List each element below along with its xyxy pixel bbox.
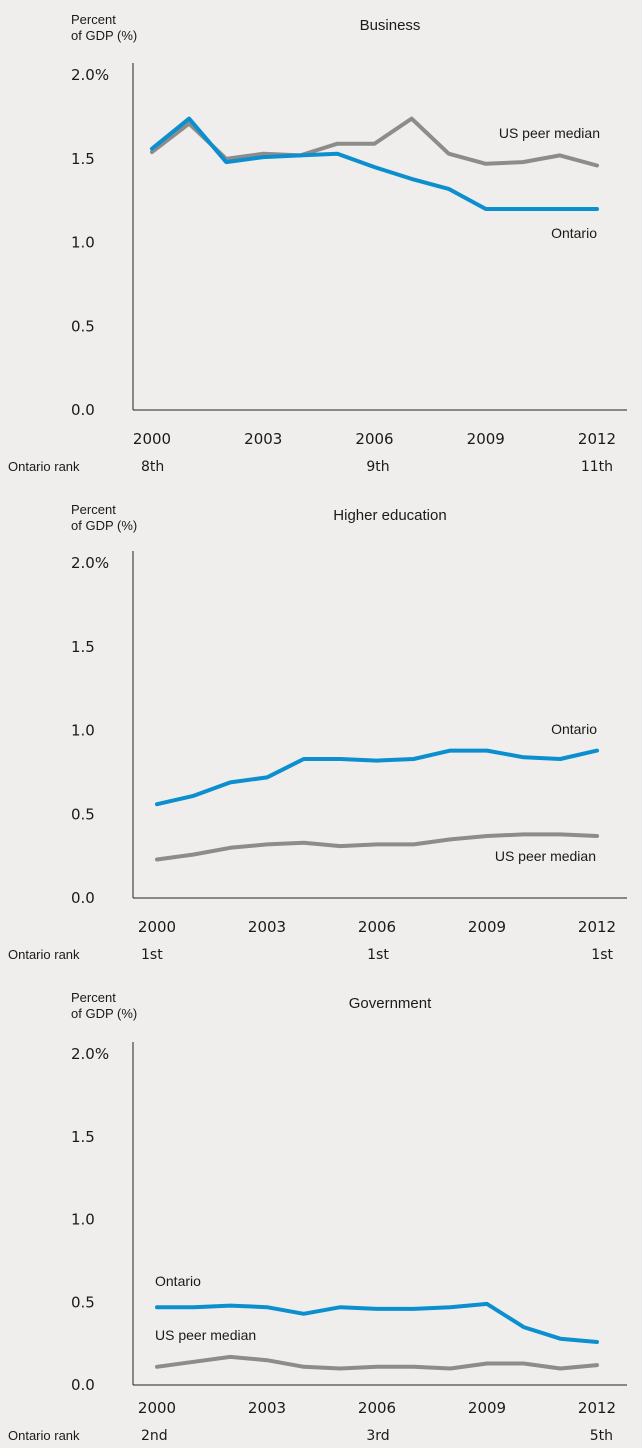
- series-line-ontario: [150, 116, 599, 211]
- x-tick-label: 2000: [133, 430, 171, 448]
- x-tick-label: 2003: [248, 918, 286, 936]
- ontario-rank-label: Ontario rank: [8, 1428, 80, 1443]
- ontario-rank-value: 1st: [141, 947, 163, 963]
- series-line-ontario: [155, 748, 599, 807]
- ontario-rank-value: 8th: [141, 459, 164, 475]
- series-label: US peer median: [495, 848, 596, 864]
- ontario-rank-label: Ontario rank: [8, 947, 80, 962]
- x-tick-label: 2006: [355, 430, 393, 448]
- ontario-rank-value: 2nd: [141, 1428, 168, 1444]
- series-line-us-peer-median: [155, 1354, 599, 1371]
- x-tick-label: 2009: [468, 918, 506, 936]
- y-axis-label: Percent: [71, 12, 116, 27]
- ontario-rank-value: 3rd: [366, 1428, 389, 1444]
- y-tick-label: 2.0%: [71, 66, 109, 84]
- x-tick-label: 2000: [138, 1399, 176, 1417]
- y-tick-label: 2.0%: [71, 1045, 109, 1063]
- x-tick-label: 2006: [358, 918, 396, 936]
- ontario-rank-value: 11th: [581, 459, 613, 475]
- y-tick-label: 0.5: [71, 1293, 95, 1311]
- y-tick-label: 0.0: [71, 1376, 95, 1394]
- y-tick-label: 1.0: [71, 722, 95, 740]
- ontario-rank-value: 9th: [366, 459, 389, 475]
- ontario-rank-value: 1st: [367, 947, 389, 963]
- ontario-rank-value: 1st: [591, 947, 613, 963]
- y-axis-label: of GDP (%): [71, 518, 137, 533]
- y-tick-label: 1.0: [71, 1211, 95, 1229]
- y-tick-label: 0.5: [71, 317, 95, 335]
- series-label: US peer median: [155, 1327, 256, 1343]
- y-tick-label: 1.5: [71, 150, 95, 168]
- y-axis-label: of GDP (%): [71, 1006, 137, 1021]
- x-tick-label: 2012: [578, 918, 616, 936]
- series-line-ontario: [155, 1301, 599, 1344]
- ontario-rank-label: Ontario rank: [8, 459, 80, 474]
- y-tick-label: 2.0%: [71, 554, 109, 572]
- x-tick-label: 2000: [138, 918, 176, 936]
- chart-title: Business: [360, 17, 421, 34]
- x-tick-label: 2012: [578, 1399, 616, 1417]
- y-tick-label: 1.5: [71, 1128, 95, 1146]
- y-axis-label: Percent: [71, 502, 116, 517]
- x-tick-label: 2009: [467, 430, 505, 448]
- x-tick-label: 2009: [468, 1399, 506, 1417]
- y-tick-label: 0.0: [71, 889, 95, 907]
- y-tick-label: 1.5: [71, 638, 95, 656]
- x-tick-label: 2006: [358, 1399, 396, 1417]
- series-line-us-peer-median: [155, 832, 599, 862]
- chart-title: Government: [349, 995, 432, 1012]
- ontario-rank-value: 5th: [590, 1428, 613, 1444]
- y-tick-label: 0.5: [71, 805, 95, 823]
- series-label: Ontario: [551, 225, 597, 241]
- y-axis-label: of GDP (%): [71, 28, 137, 43]
- y-tick-label: 0.0: [71, 401, 95, 419]
- x-tick-label: 2003: [244, 430, 282, 448]
- series-line-us-peer-median: [150, 116, 599, 168]
- series-label: US peer median: [499, 125, 600, 141]
- series-label: Ontario: [551, 721, 597, 737]
- y-tick-label: 1.0: [71, 234, 95, 252]
- series-label: Ontario: [155, 1273, 201, 1289]
- x-tick-label: 2012: [578, 430, 616, 448]
- y-axis-label: Percent: [71, 990, 116, 1005]
- chart-title: Higher education: [333, 507, 446, 524]
- x-tick-label: 2003: [248, 1399, 286, 1417]
